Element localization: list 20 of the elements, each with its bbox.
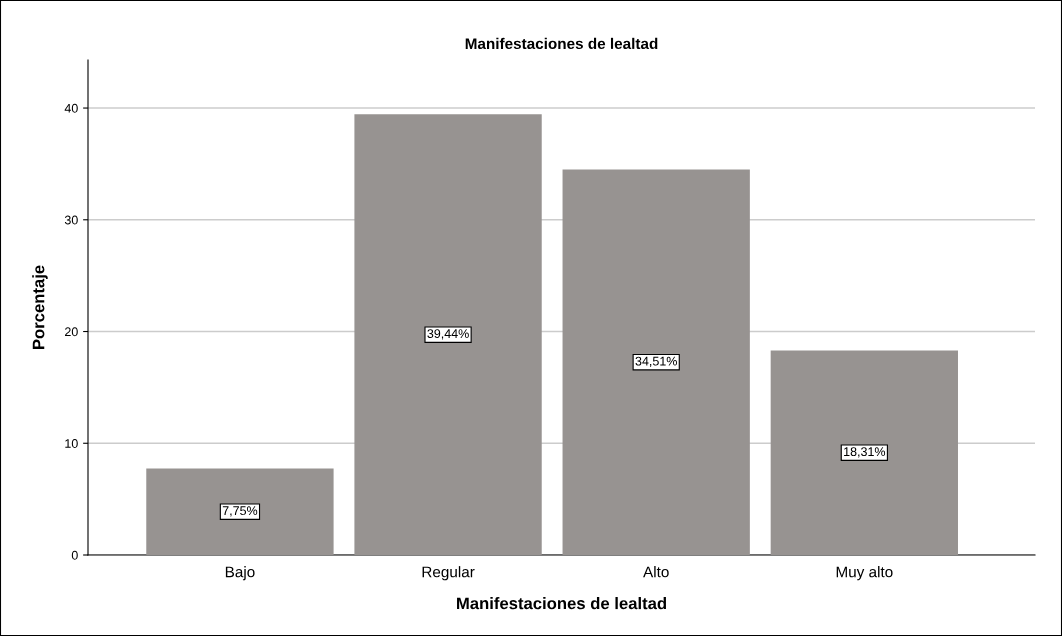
y-tick-label: 30 — [64, 215, 78, 225]
data-label: 18,31% — [844, 447, 886, 458]
bar — [146, 468, 334, 555]
x-axis-title: Manifestaciones de lealtad — [457, 597, 666, 610]
y-tick-label: 40 — [64, 103, 78, 113]
data-label: 34,51% — [635, 356, 677, 368]
y-tick-label: 20 — [65, 327, 78, 337]
y-tick-label: 0 — [71, 550, 78, 560]
chart-title: Manifestaciones de lealtad — [465, 37, 658, 50]
y-axis-title: Porcentaje — [32, 265, 48, 349]
data-label: 39,44% — [427, 329, 469, 340]
x-tick-label: Bajo — [225, 566, 255, 581]
x-tick-label: Regular — [422, 566, 475, 581]
bar — [770, 350, 958, 555]
data-label: 7,75% — [222, 506, 258, 517]
bar — [562, 169, 750, 555]
bar — [354, 114, 542, 555]
y-tick-label: 10 — [65, 439, 78, 448]
x-tick-label: Alto — [643, 566, 669, 578]
x-tick-label: Muy alto — [836, 566, 893, 581]
